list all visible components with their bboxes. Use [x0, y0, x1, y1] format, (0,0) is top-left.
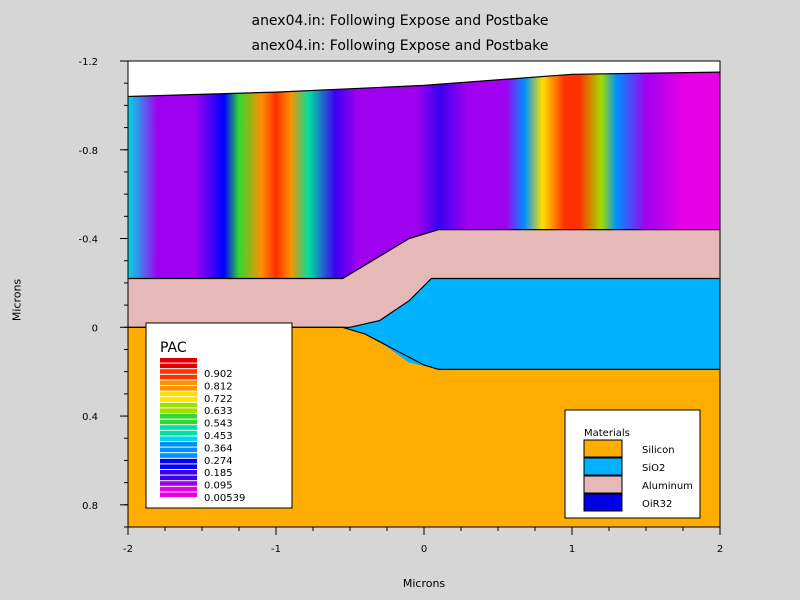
materials-legend: Materials Silicon SiO2 Aluminum OiR32 [564, 409, 701, 519]
y-tick-label: 0.4 [82, 412, 98, 423]
pac-legend-swatch [160, 402, 197, 408]
material-swatch [583, 439, 623, 458]
materials-legend-title: Materials [584, 428, 630, 439]
ambient-region [128, 61, 720, 97]
y-tick-label: 0.8 [82, 501, 98, 512]
material-swatch [583, 457, 623, 476]
photoresist-pac-region [128, 72, 720, 279]
pac-legend-label: 0.274 [204, 456, 233, 467]
x-tick-label: -1 [271, 544, 281, 555]
pac-legend-swatch [160, 464, 197, 469]
x-tick-label: -2 [123, 544, 133, 555]
pac-legend-swatch [160, 369, 197, 374]
aluminum-region [128, 229, 720, 328]
pac-legend-swatch [160, 391, 197, 397]
pac-legend-swatch [160, 470, 197, 475]
y-tick-label: -1.2 [78, 57, 98, 68]
pac-legend-swatch [160, 453, 197, 458]
x-tick-label: 2 [717, 544, 723, 555]
pac-legend-swatch [160, 492, 197, 497]
oxide-bottom-line [128, 326, 720, 370]
material-label: Silicon [642, 445, 675, 456]
pac-legend-label: 0.095 [204, 481, 233, 492]
pac-legend-swatch [160, 436, 197, 441]
material-label: OiR32 [642, 499, 672, 510]
y-axis: -1.2 -0.8 -0.4 0 0.4 0.8 [78, 57, 128, 528]
pac-legend-swatch [160, 397, 197, 402]
pac-legend-label: 0.722 [204, 394, 233, 405]
x-tick-label: 0 [421, 544, 427, 555]
pac-legend-swatch [160, 374, 197, 380]
pac-legend-swatch [160, 408, 197, 413]
pac-legend-label: 0.453 [204, 431, 233, 442]
y-tick-label: 0 [92, 323, 98, 334]
pac-legend-swatch [160, 458, 197, 464]
pac-legend-swatch [160, 430, 197, 436]
pac-legend-label: 0.812 [204, 381, 233, 392]
pac-legend-label: 0.185 [204, 468, 233, 479]
pac-legend-swatch [160, 358, 197, 363]
pac-legend-swatch [160, 442, 197, 447]
x-tick-label: 1 [569, 544, 575, 555]
material-swatch [583, 475, 623, 494]
y-tick-label: -0.4 [78, 235, 98, 246]
pac-legend-label: 0.902 [204, 369, 233, 380]
pac-legend-swatch [160, 419, 197, 425]
pac-legend-swatch [160, 447, 197, 453]
pac-legend-swatch [160, 481, 197, 486]
chart-title: anex04.in: Following Expose and Postbake [251, 13, 549, 29]
y-tick-label: -0.8 [78, 146, 98, 157]
sio2-upper-region [350, 278, 720, 370]
x-axis: -2 -1 0 1 2 [123, 527, 723, 555]
pac-legend-label: 0.364 [204, 443, 233, 454]
pac-legend-swatch [160, 475, 197, 481]
pac-legend-label: 0.543 [204, 419, 233, 430]
pac-legend-swatch [160, 486, 197, 492]
pac-legend-swatch [160, 414, 197, 419]
pac-legend-label: 0.00539 [204, 493, 245, 504]
pac-legend-label: 0.633 [204, 406, 233, 417]
pac-legend-swatch [160, 386, 197, 391]
x-axis-label: Microns [402, 577, 446, 590]
chart-subtitle: anex04.in: Following Expose and Postbake [251, 38, 549, 54]
aluminum-top-line [128, 229, 720, 280]
pac-legend-swatch [160, 380, 197, 385]
material-label: Aluminum [642, 481, 693, 492]
material-label: SiO2 [642, 463, 665, 474]
pac-legend-swatch [160, 425, 197, 430]
pac-legend-swatch [160, 363, 197, 369]
resist-surface-line [128, 71, 720, 98]
material-swatch [583, 493, 623, 512]
pac-legend-title: PAC [160, 340, 187, 356]
